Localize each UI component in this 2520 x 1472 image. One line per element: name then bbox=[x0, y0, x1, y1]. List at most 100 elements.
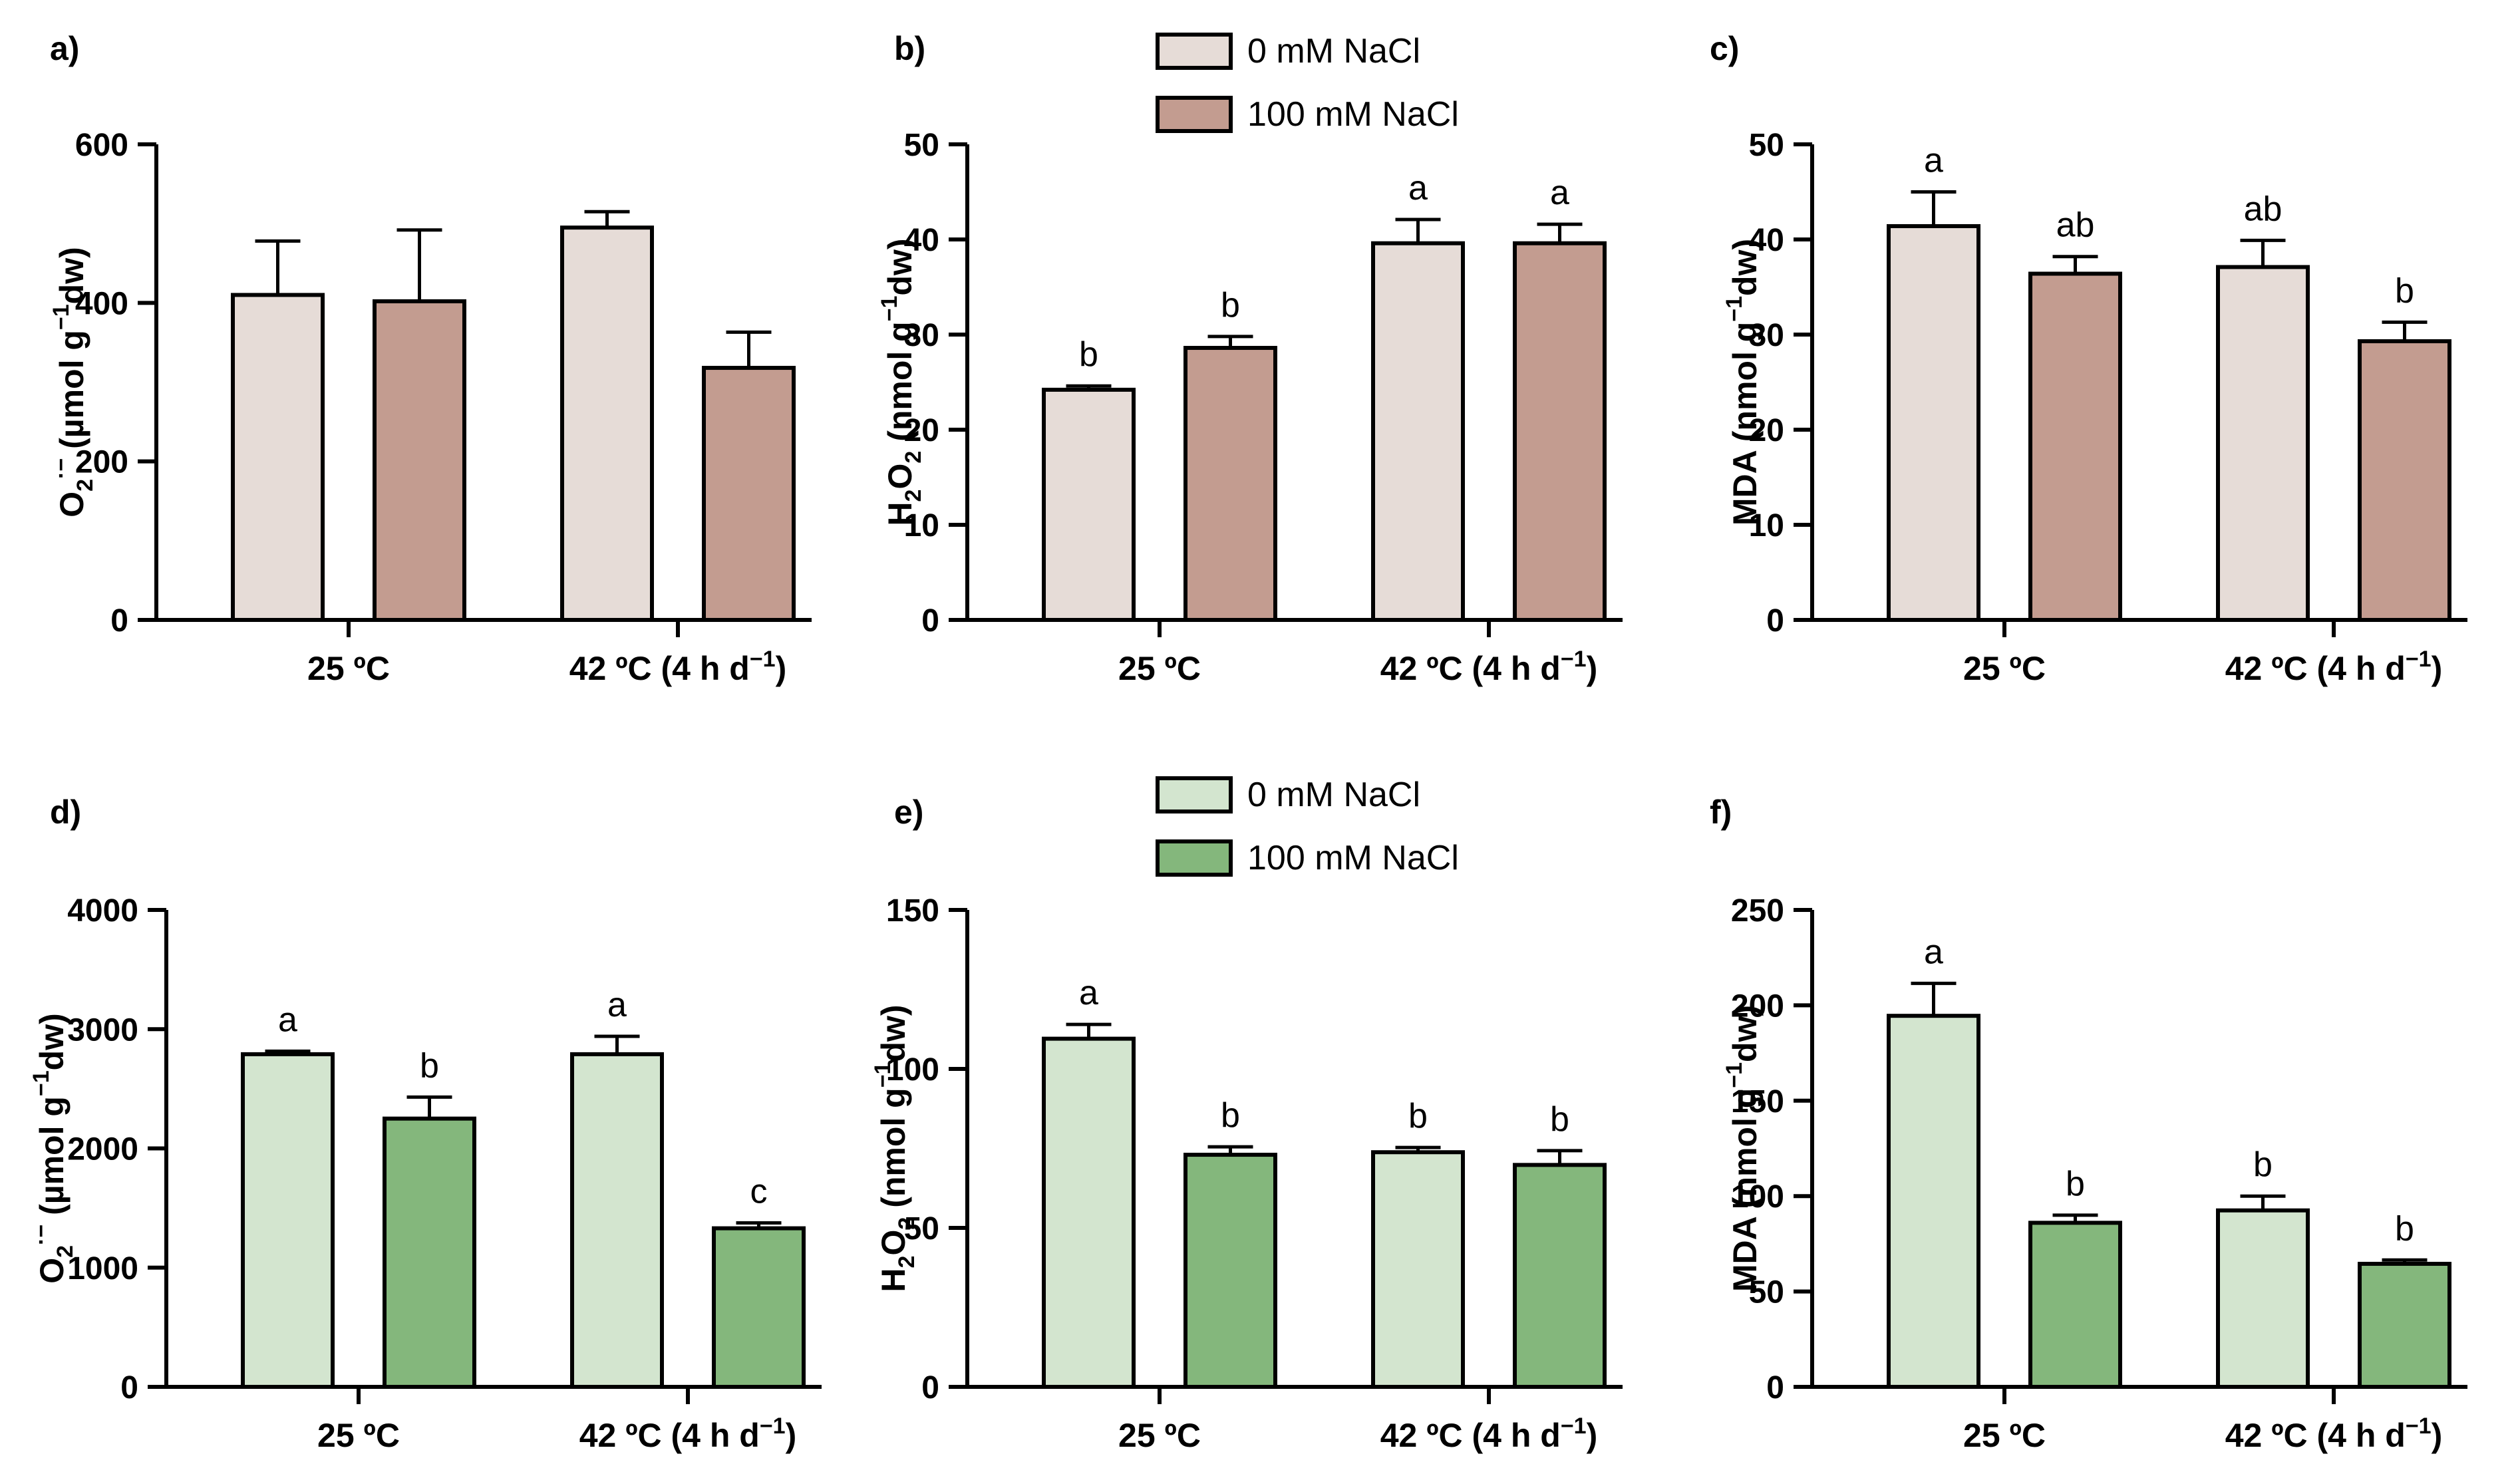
legend-label: 100 mM NaCl bbox=[1247, 95, 1459, 134]
bar bbox=[241, 1052, 335, 1389]
bar bbox=[560, 225, 654, 622]
y-axis-title-part: O bbox=[33, 1258, 71, 1284]
y-axis-title-part: 2 bbox=[894, 1256, 919, 1268]
x-tick-label: 25 ºC bbox=[1963, 1417, 2046, 1454]
bar bbox=[1513, 1163, 1607, 1389]
x-tick-label-sup: −1 bbox=[760, 1413, 786, 1439]
y-tick-label: 50 bbox=[1749, 1275, 1784, 1310]
x-tick-label: 42 ºC (4 h d−1) bbox=[579, 1413, 797, 1454]
significance-letter: a bbox=[1079, 974, 1098, 1012]
panel-label: c) bbox=[1710, 30, 1739, 67]
bar bbox=[383, 1116, 476, 1389]
significance-letter: b bbox=[1079, 335, 1098, 374]
y-tick-label: 150 bbox=[1731, 1084, 1784, 1119]
significance-letter: a bbox=[607, 986, 627, 1024]
bar bbox=[2216, 1208, 2310, 1389]
x-tick-label: 42 ºC (4 h d−1) bbox=[2225, 647, 2443, 687]
y-axis-title-part: dw) bbox=[881, 238, 919, 295]
y-tick-label: 20 bbox=[1749, 413, 1784, 448]
panel-label: a) bbox=[50, 30, 79, 67]
y-axis-title-part: −1 bbox=[1722, 296, 1747, 322]
x-tick-label: 42 ºC (4 h d−1) bbox=[1380, 647, 1598, 687]
y-axis-title-part: dw) bbox=[53, 247, 90, 304]
y-tick-label: 0 bbox=[120, 1370, 138, 1405]
y-tick-label: 0 bbox=[110, 603, 128, 639]
y-axis-title: O2·− (µmol g−1dw) bbox=[29, 1013, 78, 1284]
y-tick-label: 0 bbox=[1766, 1370, 1784, 1405]
x-tick-label: 42 ºC (4 h d−1) bbox=[2225, 1413, 2443, 1454]
significance-letter: b bbox=[2253, 1145, 2273, 1184]
y-tick-label: 50 bbox=[1749, 128, 1784, 163]
legend-label: 0 mM NaCl bbox=[1247, 32, 1420, 71]
significance-letter: ab bbox=[2056, 206, 2095, 245]
x-tick-label-part: ) bbox=[786, 1417, 797, 1454]
y-tick-label: 40 bbox=[904, 223, 939, 258]
y-axis-title-part: H bbox=[875, 1268, 912, 1292]
y-axis-title-part: MDA (nmol g bbox=[1726, 1088, 1764, 1292]
bar bbox=[1371, 241, 1465, 623]
bar bbox=[2358, 339, 2451, 622]
y-axis-title-part: dw) bbox=[1726, 239, 1764, 296]
y-axis-title: H2O2 (nmol g−1dw) bbox=[870, 1004, 919, 1292]
y-axis-title-part: dw) bbox=[1726, 1005, 1764, 1062]
x-tick-label-sup: −1 bbox=[1561, 1413, 1587, 1439]
significance-letter: a bbox=[1924, 142, 1943, 180]
bar bbox=[1042, 387, 1136, 622]
y-axis-title-part: MDA (nmol g bbox=[1726, 322, 1764, 525]
x-tick-label-part: 42 ºC (4 h d bbox=[1380, 1417, 1561, 1454]
y-tick-label: 2000 bbox=[67, 1132, 138, 1167]
significance-letter: b bbox=[2395, 271, 2414, 310]
y-axis-title-part: 2 bbox=[53, 1245, 78, 1258]
y-axis-title-part: −1 bbox=[29, 1070, 54, 1096]
significance-letter: b bbox=[1221, 286, 1240, 325]
bar bbox=[2028, 1221, 2122, 1390]
significance-letter: b bbox=[1550, 1100, 1569, 1139]
x-tick-label-part: ) bbox=[1587, 1417, 1598, 1454]
y-axis-title-part: O bbox=[881, 464, 919, 490]
bar bbox=[702, 366, 796, 622]
legend-2: 0 mM NaCl 100 mM NaCl bbox=[1156, 776, 1459, 877]
y-axis-title-part: −1 bbox=[1722, 1062, 1747, 1088]
y-tick-label: 100 bbox=[1731, 1179, 1784, 1215]
significance-letter: c bbox=[750, 1173, 768, 1211]
x-tick-label: 25 ºC bbox=[1963, 650, 2046, 687]
y-axis-title-part: 2 bbox=[73, 479, 98, 492]
y-axis-title-part: dw) bbox=[33, 1013, 71, 1070]
y-axis-title-part: 2 bbox=[894, 1217, 919, 1230]
y-axis-title-part: O bbox=[875, 1230, 912, 1256]
bar bbox=[1887, 1014, 1980, 1389]
x-tick-label: 25 ºC bbox=[1118, 650, 1201, 687]
bar bbox=[373, 299, 466, 622]
bar bbox=[2358, 1262, 2451, 1390]
y-axis-title-part: −1 bbox=[870, 1062, 895, 1088]
bar bbox=[712, 1226, 806, 1390]
significance-letter: ab bbox=[2244, 190, 2283, 228]
significance-letter: a bbox=[1408, 169, 1428, 208]
x-tick-label: 25 ºC bbox=[1118, 1417, 1201, 1454]
y-tick-label: 0 bbox=[921, 603, 939, 639]
y-tick-label: 400 bbox=[75, 286, 128, 321]
x-tick-label: 25 ºC bbox=[307, 650, 390, 687]
significance-letter: a bbox=[1924, 933, 1943, 971]
y-tick-label: 3000 bbox=[67, 1012, 138, 1048]
y-axis-title-part: ·− bbox=[49, 458, 74, 479]
panel-label: d) bbox=[50, 794, 81, 831]
bar bbox=[1887, 223, 1980, 623]
legend-swatch bbox=[1156, 776, 1233, 813]
y-axis-title-part: 2 bbox=[901, 490, 926, 502]
y-tick-label: 200 bbox=[75, 445, 128, 480]
x-tick-label-sup: −1 bbox=[2406, 1413, 2432, 1439]
y-tick-label: 10 bbox=[1749, 508, 1784, 543]
bar bbox=[570, 1052, 664, 1389]
x-tick-label-part: 42 ºC (4 h d bbox=[569, 650, 750, 687]
panel-label: b) bbox=[894, 30, 925, 67]
y-tick-label: 0 bbox=[1766, 603, 1784, 639]
x-tick-label-part: 42 ºC (4 h d bbox=[1380, 650, 1561, 687]
x-tick-label: 42 ºC (4 h d−1) bbox=[569, 647, 787, 687]
